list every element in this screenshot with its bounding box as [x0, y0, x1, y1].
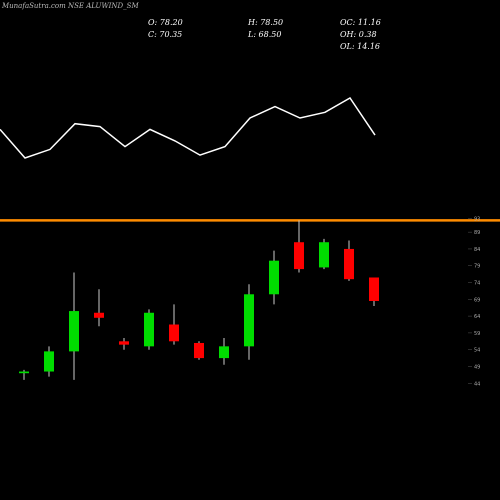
candle [294, 220, 304, 273]
candle [169, 304, 179, 345]
price-line [0, 97, 376, 159]
candle-body-bearish [119, 341, 129, 345]
y-tick-label: 89 [474, 230, 480, 236]
candle [69, 272, 79, 380]
y-tick-label: 64 [474, 314, 480, 320]
candle [269, 250, 279, 305]
y-tick-label: 74 [474, 281, 480, 287]
y-tick-label: 93 [474, 217, 480, 223]
candle [319, 238, 329, 270]
candle-body-bearish [169, 324, 179, 342]
candle [44, 346, 54, 377]
candle [194, 341, 204, 360]
y-tick-label: 84 [474, 247, 480, 253]
y-tick-label: 54 [474, 348, 480, 354]
y-axis: 44 49 54 59 64 69 74 79 84 89 93 [468, 217, 480, 387]
candle-body-bullish [269, 260, 279, 295]
candle-body-bearish [294, 242, 304, 270]
chart-title: MunafaSutra.com NSE ALUWIND_SM [2, 2, 139, 10]
candle-body-bearish [94, 312, 104, 318]
candle [219, 337, 229, 365]
candle-body-bearish [369, 277, 379, 301]
oh-value: OH: 0.38 [340, 30, 377, 39]
candles-panel [19, 220, 379, 380]
low-value: L: 68.50 [248, 30, 282, 39]
candle-body-bullish [144, 312, 154, 347]
ol-value: OL: 14.16 [340, 42, 381, 51]
candle-body-bullish [44, 351, 54, 372]
candle-body-bullish [19, 371, 29, 374]
candle-body-bullish [319, 242, 329, 268]
candle [94, 289, 104, 327]
candle-body-bullish [219, 346, 229, 359]
candle-body-bearish [194, 342, 204, 359]
oc-value: OC: 11.16 [340, 18, 381, 27]
y-tick-label: 69 [474, 297, 480, 303]
y-tick-label: 59 [474, 331, 480, 337]
candle-body-bearish [344, 248, 354, 280]
candle [19, 369, 29, 380]
candle [244, 284, 254, 360]
y-tick-label: 49 [474, 364, 480, 370]
high-value: H: 78.50 [248, 18, 284, 27]
y-tick-label: 44 [474, 381, 480, 387]
candle [119, 337, 129, 350]
close-value: C: 70.35 [148, 30, 183, 39]
candle-body-bullish [69, 311, 79, 352]
open-value: O: 78.20 [148, 18, 183, 27]
candle [144, 309, 154, 350]
candle [369, 277, 379, 307]
candle [344, 240, 354, 281]
price-line-panel [0, 97, 376, 159]
candle-body-bullish [244, 294, 254, 347]
y-tick-label: 79 [474, 264, 480, 270]
